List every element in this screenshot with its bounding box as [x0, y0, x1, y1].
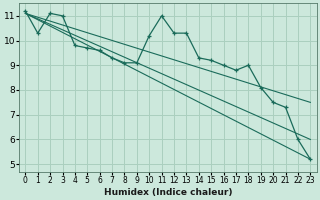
X-axis label: Humidex (Indice chaleur): Humidex (Indice chaleur)	[104, 188, 232, 197]
